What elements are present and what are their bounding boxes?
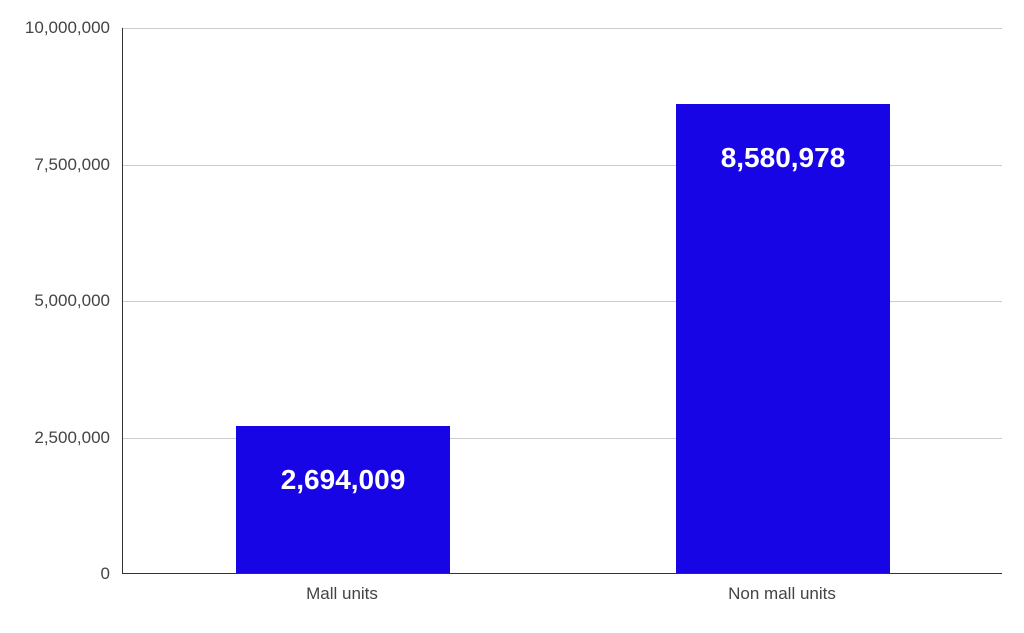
bar-value-label: 8,580,978 [676,142,889,174]
bar-chart: 2,694,009 8,580,978 0 2,500,000 5,000,000 7,… [0,0,1024,633]
y-tick-label: 2,500,000 [0,428,110,448]
bar: 8,580,978 [676,104,889,573]
y-tick-label: 7,500,000 [0,155,110,175]
y-tick-label: 10,000,000 [0,18,110,38]
y-tick-label: 0 [0,564,110,584]
gridline [123,28,1002,29]
plot-area: 2,694,009 8,580,978 [122,28,1002,574]
x-tick-label: Non mall units [562,584,1002,604]
bar: 2,694,009 [236,426,449,573]
x-tick-label: Mall units [122,584,562,604]
y-tick-label: 5,000,000 [0,291,110,311]
bar-value-label: 2,694,009 [236,464,449,496]
